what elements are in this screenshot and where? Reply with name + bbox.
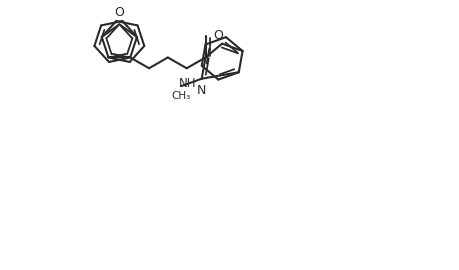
Text: N: N [196,84,206,97]
Text: O: O [213,29,223,42]
Text: CH₃: CH₃ [171,91,190,101]
Text: NH: NH [179,77,196,90]
Text: O: O [114,6,124,19]
